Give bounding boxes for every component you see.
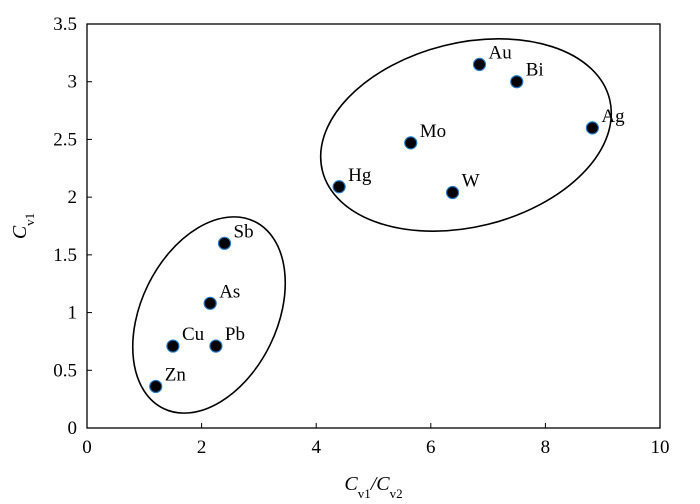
y-tick-label: 0 [68, 418, 78, 439]
group-ellipse-1 [319, 38, 613, 232]
x-tick-label: 6 [426, 437, 436, 458]
point-mo-label: Mo [420, 121, 446, 142]
y-tick-label: 2 [68, 187, 78, 208]
point-pb-label: Pb [225, 324, 245, 345]
point-pb [209, 339, 223, 353]
x-tick-label: 8 [541, 437, 551, 458]
axis-titles: Cv1/Cv2 Cv1 [9, 213, 403, 501]
y-tick-label: 2.5 [53, 129, 77, 150]
y-tick-label: 1 [68, 303, 78, 324]
group-ellipse-2 [131, 216, 287, 414]
point-zn [149, 379, 163, 394]
point-mo [404, 136, 418, 150]
point-sb-label: Sb [234, 221, 254, 242]
y-tick-label: 0.5 [53, 360, 77, 381]
y-axis-title: Cv1 [9, 213, 37, 239]
x-tick-label: 4 [311, 437, 321, 458]
point-cu [166, 339, 180, 353]
point-ag [585, 121, 599, 135]
point-bi [510, 75, 524, 89]
x-tick-label: 0 [82, 437, 92, 458]
point-cu-label: Cu [182, 324, 205, 345]
point-as [203, 296, 217, 310]
point-au-label: Au [489, 42, 513, 63]
point-au [472, 57, 487, 72]
group-ellipses [131, 38, 613, 414]
point-as-label: As [219, 281, 240, 302]
y-tick-label: 1.5 [53, 245, 77, 266]
point-sb [217, 236, 232, 250]
x-axis-title: Cv1/Cv2 [344, 473, 402, 501]
y-tick-label: 3.5 [53, 14, 77, 35]
point-hg [332, 180, 346, 194]
point-hg-label: Hg [348, 165, 372, 186]
point-zn-label: Zn [165, 364, 187, 385]
y-tick-label: 3 [68, 72, 78, 93]
point-bi-label: Bi [526, 60, 544, 81]
point-ag-label: Ag [601, 106, 625, 127]
point-w [445, 185, 460, 200]
axes: 0 2 4 6 8 10 0 0.5 1 1.5 2 2.5 3 3.5 [53, 14, 669, 458]
plot-frame [86, 23, 661, 429]
x-tick-label: 2 [197, 437, 207, 458]
data-points: Au Bi Ag Mo Hg W Sb As Cu Pb Zn [149, 42, 625, 394]
x-tick-label: 10 [651, 437, 670, 458]
point-w-label: W [462, 171, 480, 192]
